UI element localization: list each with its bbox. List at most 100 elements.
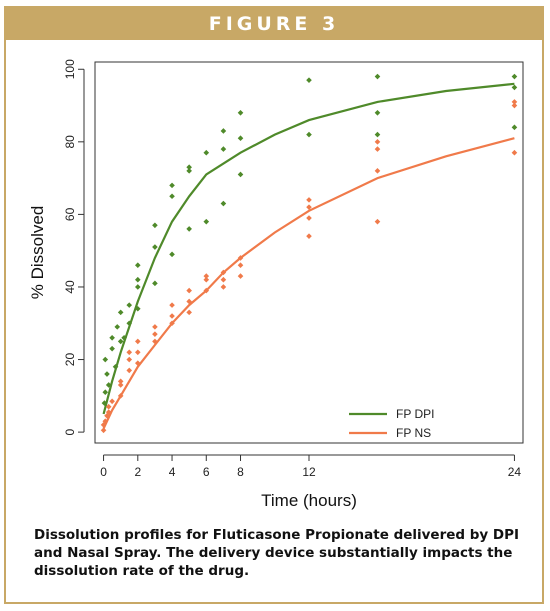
dpi-data-point	[135, 262, 141, 268]
ns-data-point	[100, 422, 107, 428]
dpi-data-point	[169, 182, 175, 189]
ns-data-point	[169, 320, 175, 327]
dpi-data-point	[306, 77, 312, 83]
ns-data-point	[511, 102, 518, 109]
ns-data-point	[374, 146, 381, 152]
dpi-data-point	[186, 164, 192, 171]
ns-data-point	[237, 262, 244, 268]
ns-data-point	[306, 204, 312, 210]
dpi-data-point	[152, 222, 158, 229]
ns-data-point	[169, 313, 175, 319]
ns-data-point	[117, 378, 124, 385]
ns-data-point	[135, 360, 141, 366]
ns-data-point	[374, 139, 381, 145]
ns-data-point	[220, 269, 227, 276]
dpi-data-point	[169, 251, 175, 258]
dpi-data-point	[104, 371, 110, 377]
chart-container: 0 20 40 60 80 100 0 2 4 6 8 12 24 Time (hours)% Disso…	[6, 42, 542, 521]
x-tick-label: 8	[237, 465, 244, 479]
dpi-data-point	[237, 171, 244, 178]
dpi-data-point	[112, 364, 119, 370]
dpi-data-point	[237, 110, 244, 116]
dpi-data-point	[203, 218, 210, 225]
ns-data-point	[220, 284, 227, 290]
ns-data-point	[374, 218, 381, 225]
legend-label-ns: FP NS	[396, 426, 431, 440]
ns-data-point	[126, 356, 133, 363]
ns-data-point	[117, 382, 124, 388]
dpi-data-point	[101, 400, 108, 406]
ns-data-point	[105, 403, 112, 410]
dpi-data-point	[374, 131, 381, 138]
legend-label-dpi: FP DPI	[396, 407, 434, 421]
dpi-data-point	[152, 280, 158, 287]
dpi-data-point	[135, 284, 141, 290]
ns-data-point	[152, 324, 158, 330]
ns-data-point	[126, 349, 133, 356]
dpi-data-point	[511, 124, 518, 131]
ns-data-point	[237, 255, 244, 261]
ns-data-point	[186, 287, 192, 294]
dpi-data-point	[105, 382, 112, 388]
ns-data-point	[220, 276, 227, 283]
dpi-data-point	[220, 200, 227, 207]
ns-data-point	[105, 409, 112, 415]
dpi-data-point	[117, 338, 124, 345]
ns-data-point	[203, 273, 210, 279]
y-tick-label: 100	[63, 59, 77, 79]
y-tick-label: 0	[63, 428, 77, 435]
ns-data-point	[511, 149, 518, 156]
dpi-data-point	[511, 84, 518, 91]
x-tick-label: 0	[100, 465, 107, 479]
x-tick-label: 24	[508, 465, 522, 479]
dpi-data-point	[135, 305, 141, 312]
ns-data-point	[100, 427, 107, 434]
dpi-data-point	[152, 244, 158, 250]
dpi-data-point	[306, 131, 312, 138]
ns-data-point	[203, 276, 210, 283]
ns-data-point	[511, 99, 518, 105]
dpi-data-point	[169, 193, 175, 200]
dpi-data-point	[220, 128, 227, 134]
x-axis-title: Time (hours)	[261, 491, 357, 510]
x-tick-label: 12	[302, 465, 316, 479]
dpi-data-point	[117, 309, 124, 316]
dpi-data-point	[135, 276, 141, 283]
dpi-data-point	[186, 226, 192, 232]
dpi-fit-line	[102, 82, 515, 415]
dpi-data-point	[102, 389, 109, 395]
dpi-data-point	[121, 334, 127, 341]
ns-data-point	[126, 367, 133, 374]
dpi-data-point	[114, 324, 121, 330]
figure-frame: FIGURE 3 0 20 40 60 80 100 0 2 4 6 8 12 24 Time (hour…	[4, 6, 544, 604]
ns-data-point	[135, 349, 141, 356]
x-tick-label: 6	[203, 465, 210, 479]
x-tick-label: 4	[169, 465, 176, 479]
dpi-data-point	[102, 356, 109, 363]
dpi-data-point	[220, 146, 227, 152]
dpi-data-point	[237, 135, 244, 141]
figure-caption: Dissolution profiles for Fluticasone Pro…	[34, 527, 520, 579]
ns-fit-line	[102, 137, 515, 429]
dpi-data-point	[109, 334, 115, 341]
ns-data-point	[117, 393, 124, 399]
y-tick-label: 20	[63, 353, 77, 367]
x-tick-label: 2	[134, 465, 141, 479]
ns-data-point	[102, 418, 109, 425]
ns-data-point	[186, 309, 192, 316]
y-axis-title: % Dissolved	[28, 206, 47, 300]
ns-data-point	[306, 215, 312, 221]
ns-data-point	[306, 233, 312, 239]
plot-border	[94, 61, 524, 444]
dpi-data-point	[186, 168, 192, 174]
ns-data-point	[203, 287, 210, 294]
dpi-data-point	[511, 73, 518, 80]
ns-data-point	[152, 338, 158, 345]
ns-data-point	[237, 273, 244, 279]
dpi-data-point	[109, 345, 115, 352]
dpi-data-point	[374, 110, 381, 116]
ns-data-point	[152, 331, 158, 337]
ns-data-point	[186, 298, 192, 305]
dpi-data-point	[374, 73, 381, 80]
